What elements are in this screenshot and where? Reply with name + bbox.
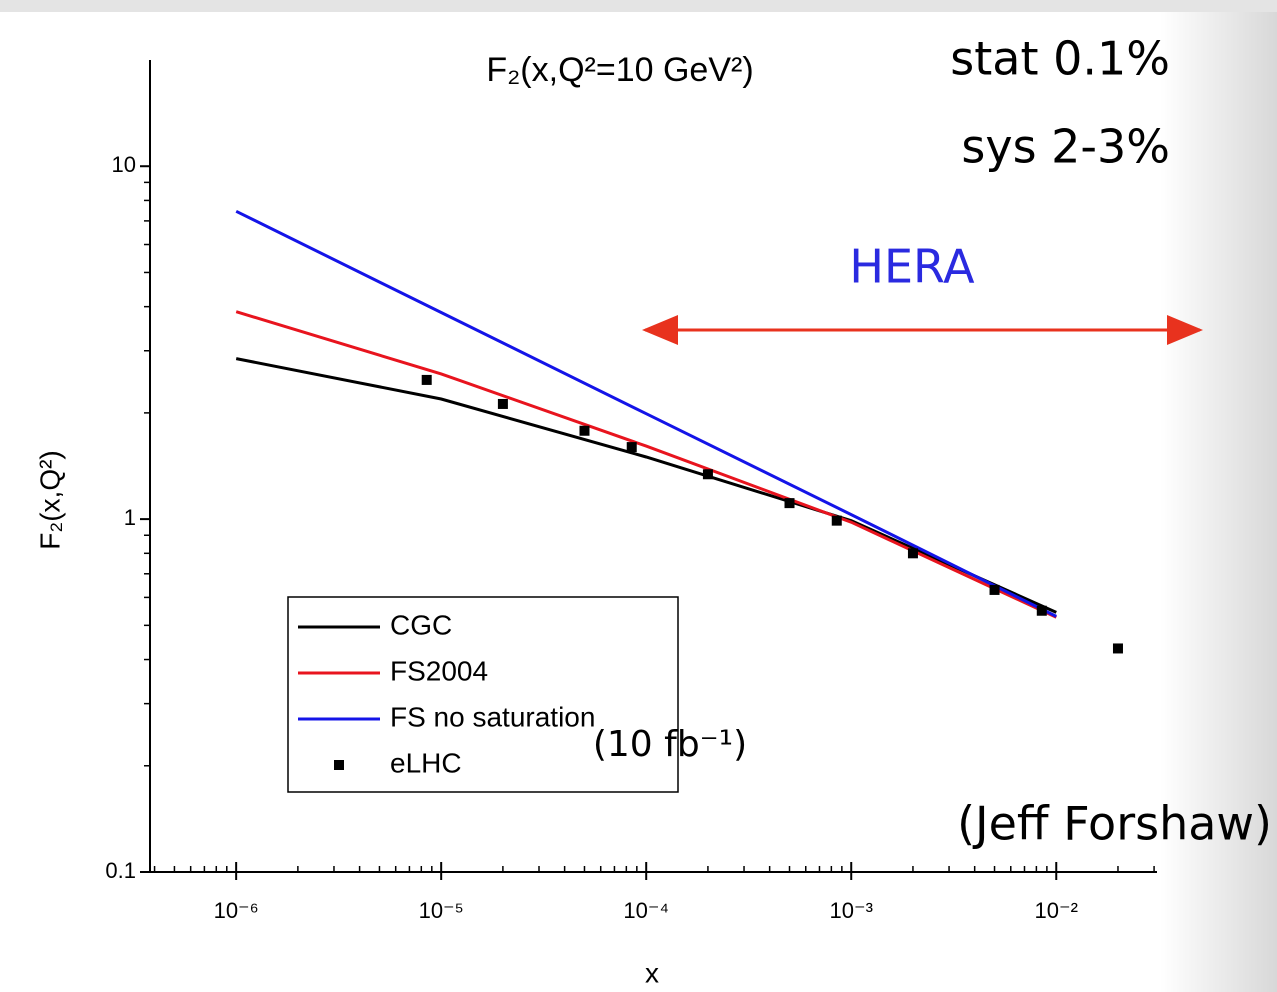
annotation: (10 fb⁻¹) <box>593 724 747 765</box>
plot-area: 10⁻⁶ 10⁻⁵ 10⁻⁴ 10⁻³ 10⁻² 0.1 1 10 CGC FS2004 FS no… <box>105 60 1157 923</box>
legend-label: eLHC <box>390 747 462 778</box>
data-point <box>1112 643 1123 654</box>
legend-box <box>287 596 679 793</box>
legend-marker <box>334 760 344 770</box>
data-point <box>579 425 590 436</box>
series-line <box>235 310 1057 619</box>
data-point <box>421 374 432 385</box>
x-tick-label: 10⁻⁵ <box>419 898 464 923</box>
x-tick-label: 10⁻⁴ <box>623 898 669 923</box>
y-tick-label: 1 <box>124 505 136 530</box>
series-line <box>235 209 1057 618</box>
slide-band <box>0 0 1277 12</box>
x-tick-label: 10⁻² <box>1035 898 1078 923</box>
legend-label: CGC <box>390 609 452 640</box>
annotation: HERA <box>849 240 975 294</box>
data-point <box>989 584 1000 595</box>
data-point <box>1036 605 1047 616</box>
y-tick-label: 0.1 <box>105 858 136 883</box>
y-axis-label: F₂(x,Q²) <box>34 450 65 550</box>
data-point <box>497 398 508 409</box>
legend-label: FS no saturation <box>390 701 595 732</box>
data-point <box>907 548 918 559</box>
data-point <box>702 469 713 480</box>
x-axis-label: x <box>645 957 659 988</box>
annotation: (Jeff Forshaw) <box>957 797 1272 851</box>
data-point <box>784 498 795 509</box>
data-point <box>831 515 842 526</box>
series-line <box>235 357 1057 614</box>
annotation: sys 2-3% <box>961 120 1170 174</box>
legend-label: FS2004 <box>390 655 488 686</box>
data-point <box>626 442 637 453</box>
annotation: stat 0.1% <box>950 32 1170 86</box>
chart-title: F₂(x,Q²=10 GeV²) <box>486 51 753 89</box>
x-tick-label: 10⁻³ <box>830 898 873 923</box>
y-tick-label: 10 <box>112 152 136 177</box>
slide-background <box>1160 0 1277 992</box>
x-tick-label: 10⁻⁶ <box>214 898 259 923</box>
